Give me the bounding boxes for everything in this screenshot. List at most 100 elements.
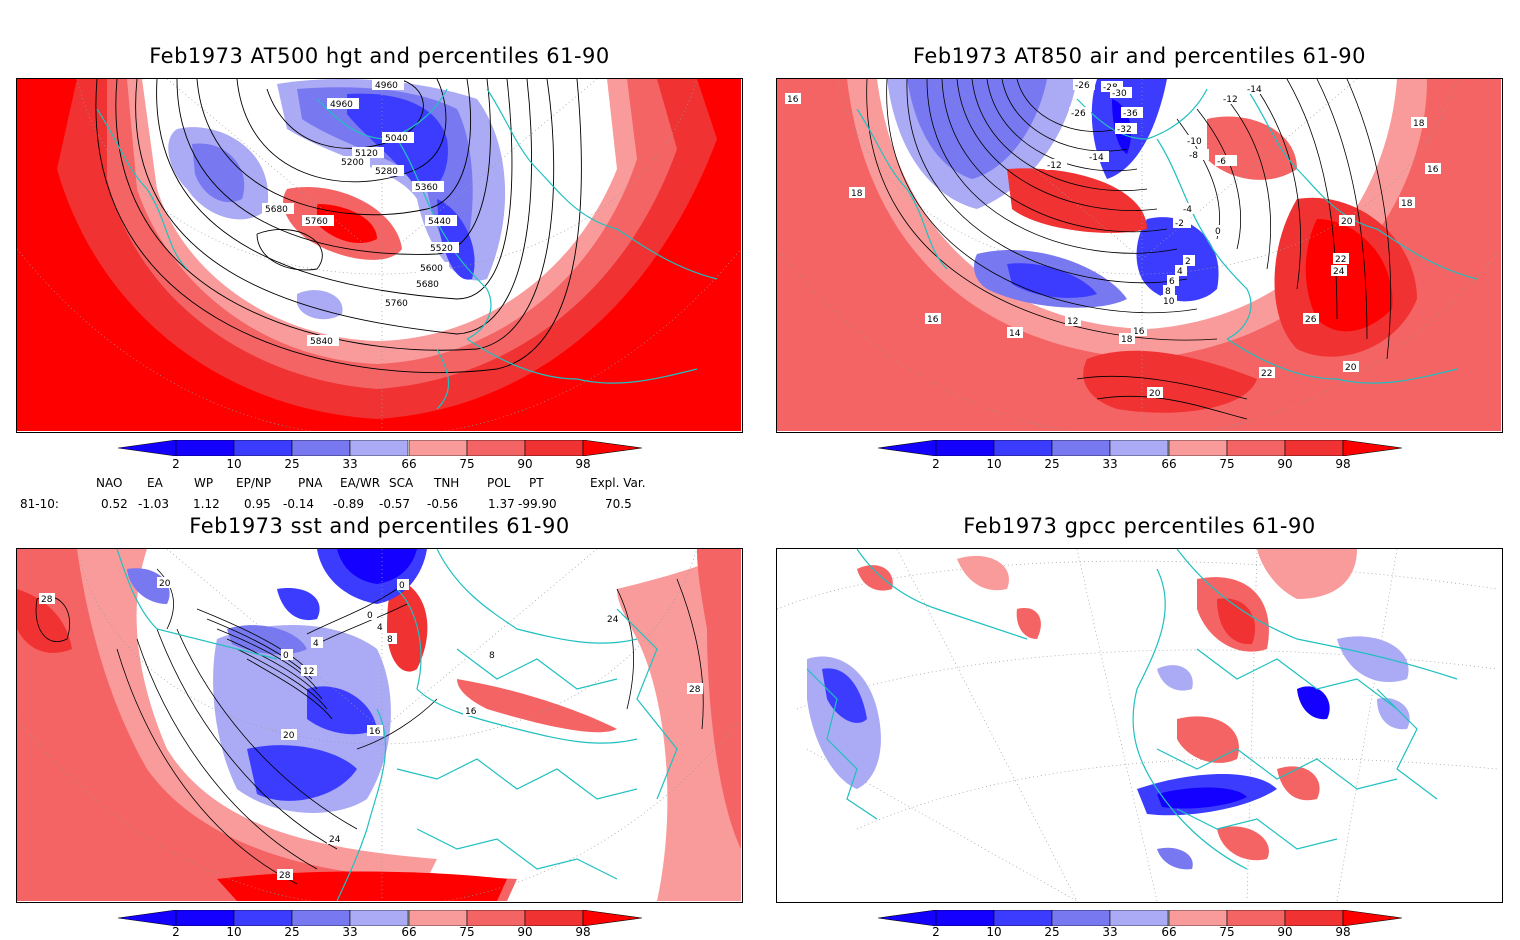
cb4-label-66: 66	[1161, 925, 1177, 939]
svg-text:5680: 5680	[416, 280, 439, 290]
svg-text:16: 16	[1425, 79, 1437, 82]
clabel-a32: 24	[1331, 265, 1347, 277]
clabel-a35: 20	[1343, 361, 1359, 373]
idx-v-epnp: 0.95	[244, 497, 271, 511]
svg-text:18: 18	[1413, 119, 1425, 129]
idx-h-pol: POL	[487, 476, 511, 490]
idx-v-ea: -1.03	[138, 497, 170, 511]
cb1-label-2: 2	[172, 457, 180, 471]
svg-text:20: 20	[283, 731, 295, 741]
clabel-5120: 5120	[352, 147, 384, 159]
svg-text:-26: -26	[1075, 81, 1090, 91]
clabel-a33: 26	[1303, 313, 1319, 325]
clabel-a17: -4	[1181, 203, 1199, 215]
idx-v-pna: -0.14	[283, 497, 315, 511]
svg-text:26: 26	[1305, 315, 1317, 325]
contour-labels-air850: 16 -26 -2 8 -30 -26 -32 -36 -12 -14 -10 -…	[785, 79, 1441, 399]
clabel-4960a: 4960	[372, 79, 404, 91]
idx-v-nao: 0.52	[101, 497, 128, 511]
clabel-a20: 2	[1183, 255, 1195, 267]
panel-title-hgt500: Feb1973 AT500 hgt and percentiles 61-90	[149, 44, 610, 68]
svg-text:12: 12	[303, 667, 314, 677]
svg-text:5760: 5760	[305, 217, 328, 227]
clabel-a18: -2	[1173, 217, 1191, 229]
svg-text:5120: 5120	[355, 149, 378, 159]
cb4-label-33: 33	[1102, 925, 1118, 939]
svg-text:8: 8	[489, 651, 495, 661]
clabel-s12: 24	[327, 833, 343, 845]
clabel-5680a: 5680	[413, 278, 445, 290]
map-sst-svg: 28 20 0 0 4 8 4 0 12 16 20 16 24 28 8 24…	[17, 549, 741, 901]
idx-v-pt: -99.90	[518, 497, 557, 511]
svg-text:24: 24	[1333, 267, 1345, 277]
svg-text:5600: 5600	[420, 264, 443, 274]
clabel-a12: -14	[1245, 83, 1267, 95]
svg-text:-12: -12	[1223, 95, 1238, 105]
svg-text:0: 0	[367, 611, 373, 621]
idx-h-wp: WP	[194, 476, 214, 490]
idx-h-explvar: Expl. Var.	[590, 476, 646, 490]
svg-text:-6: -6	[1217, 157, 1226, 167]
svg-text:5200: 5200	[341, 158, 364, 168]
clabel-s3: 0	[365, 609, 377, 621]
svg-text:16: 16	[369, 727, 381, 737]
svg-text:18: 18	[1401, 199, 1413, 209]
colorbar-bottom-right: 2 10 25 33 66 75 90 98	[877, 909, 1403, 940]
svg-text:-2: -2	[1175, 219, 1184, 229]
clabel-a16: 16	[1425, 163, 1441, 175]
clabel-5520: 5520	[427, 242, 459, 254]
colorbar-top-left-svg	[117, 439, 643, 457]
map-air850: 16 -26 -2 8 -30 -26 -32 -36 -12 -14 -10 -…	[776, 78, 1503, 433]
svg-text:16: 16	[1427, 165, 1439, 175]
clabel-a1: -26	[1073, 79, 1095, 91]
svg-text:12: 12	[1067, 317, 1078, 327]
map-gpcc	[776, 548, 1503, 903]
cb3-label-10: 10	[226, 925, 242, 939]
cb1-label-98: 98	[575, 457, 591, 471]
svg-text:-14: -14	[1247, 85, 1262, 95]
cb4-label-10: 10	[986, 925, 1002, 939]
panel-title-air850: Feb1973 AT850 air and percentiles 61-90	[913, 44, 1366, 68]
cb1-label-33: 33	[342, 457, 358, 471]
cb1-label-25: 25	[284, 457, 300, 471]
clabel-5440: 5440	[425, 215, 457, 227]
idx-v-pol: 1.37	[488, 497, 515, 511]
svg-text:20: 20	[159, 579, 171, 589]
svg-text:16: 16	[465, 707, 477, 717]
svg-text:4: 4	[377, 623, 383, 633]
svg-text:16: 16	[1133, 327, 1145, 337]
clabel-a7: -12	[1045, 159, 1067, 171]
clabel-a27: 16	[1131, 325, 1147, 337]
cb4-label-75: 75	[1219, 925, 1235, 939]
clabel-s8: 12	[301, 665, 317, 677]
svg-text:20: 20	[1149, 389, 1161, 399]
map-gpcc-svg	[777, 549, 1501, 901]
clabel-s15: 24	[605, 613, 621, 625]
idx-v-tnh: -0.56	[427, 497, 459, 511]
cb2-label-33: 33	[1102, 457, 1118, 471]
idx-h-eawr: EA/WR	[340, 476, 381, 490]
svg-text:-30: -30	[1112, 89, 1127, 99]
cb2-label-75: 75	[1219, 457, 1235, 471]
cb4-label-25: 25	[1044, 925, 1060, 939]
clabel-s13: 28	[277, 869, 293, 881]
colorbar-top-right-svg	[877, 439, 1403, 457]
clabel-s2: 0	[397, 579, 409, 591]
cb4-label-2: 2	[932, 925, 940, 939]
svg-text:5040: 5040	[385, 134, 408, 144]
cb1-label-90: 90	[517, 457, 533, 471]
clabel-a5: -32	[1115, 123, 1137, 135]
clabel-5680b: 5680	[262, 203, 294, 215]
clabel-a15: 18	[849, 187, 865, 199]
clabel-a0: 16	[785, 93, 801, 105]
idx-v-sca: -0.57	[379, 497, 411, 511]
svg-text:22: 22	[1261, 369, 1272, 379]
svg-text:5680: 5680	[265, 205, 288, 215]
clabel-5040: 5040	[382, 132, 414, 144]
clabel-a22: 6	[1167, 275, 1179, 287]
svg-text:18: 18	[851, 189, 863, 199]
cb1-label-75: 75	[459, 457, 475, 471]
clabel-a26: 14	[1007, 327, 1023, 339]
clabel-5840: 5840	[307, 335, 339, 347]
svg-text:28: 28	[689, 685, 701, 695]
